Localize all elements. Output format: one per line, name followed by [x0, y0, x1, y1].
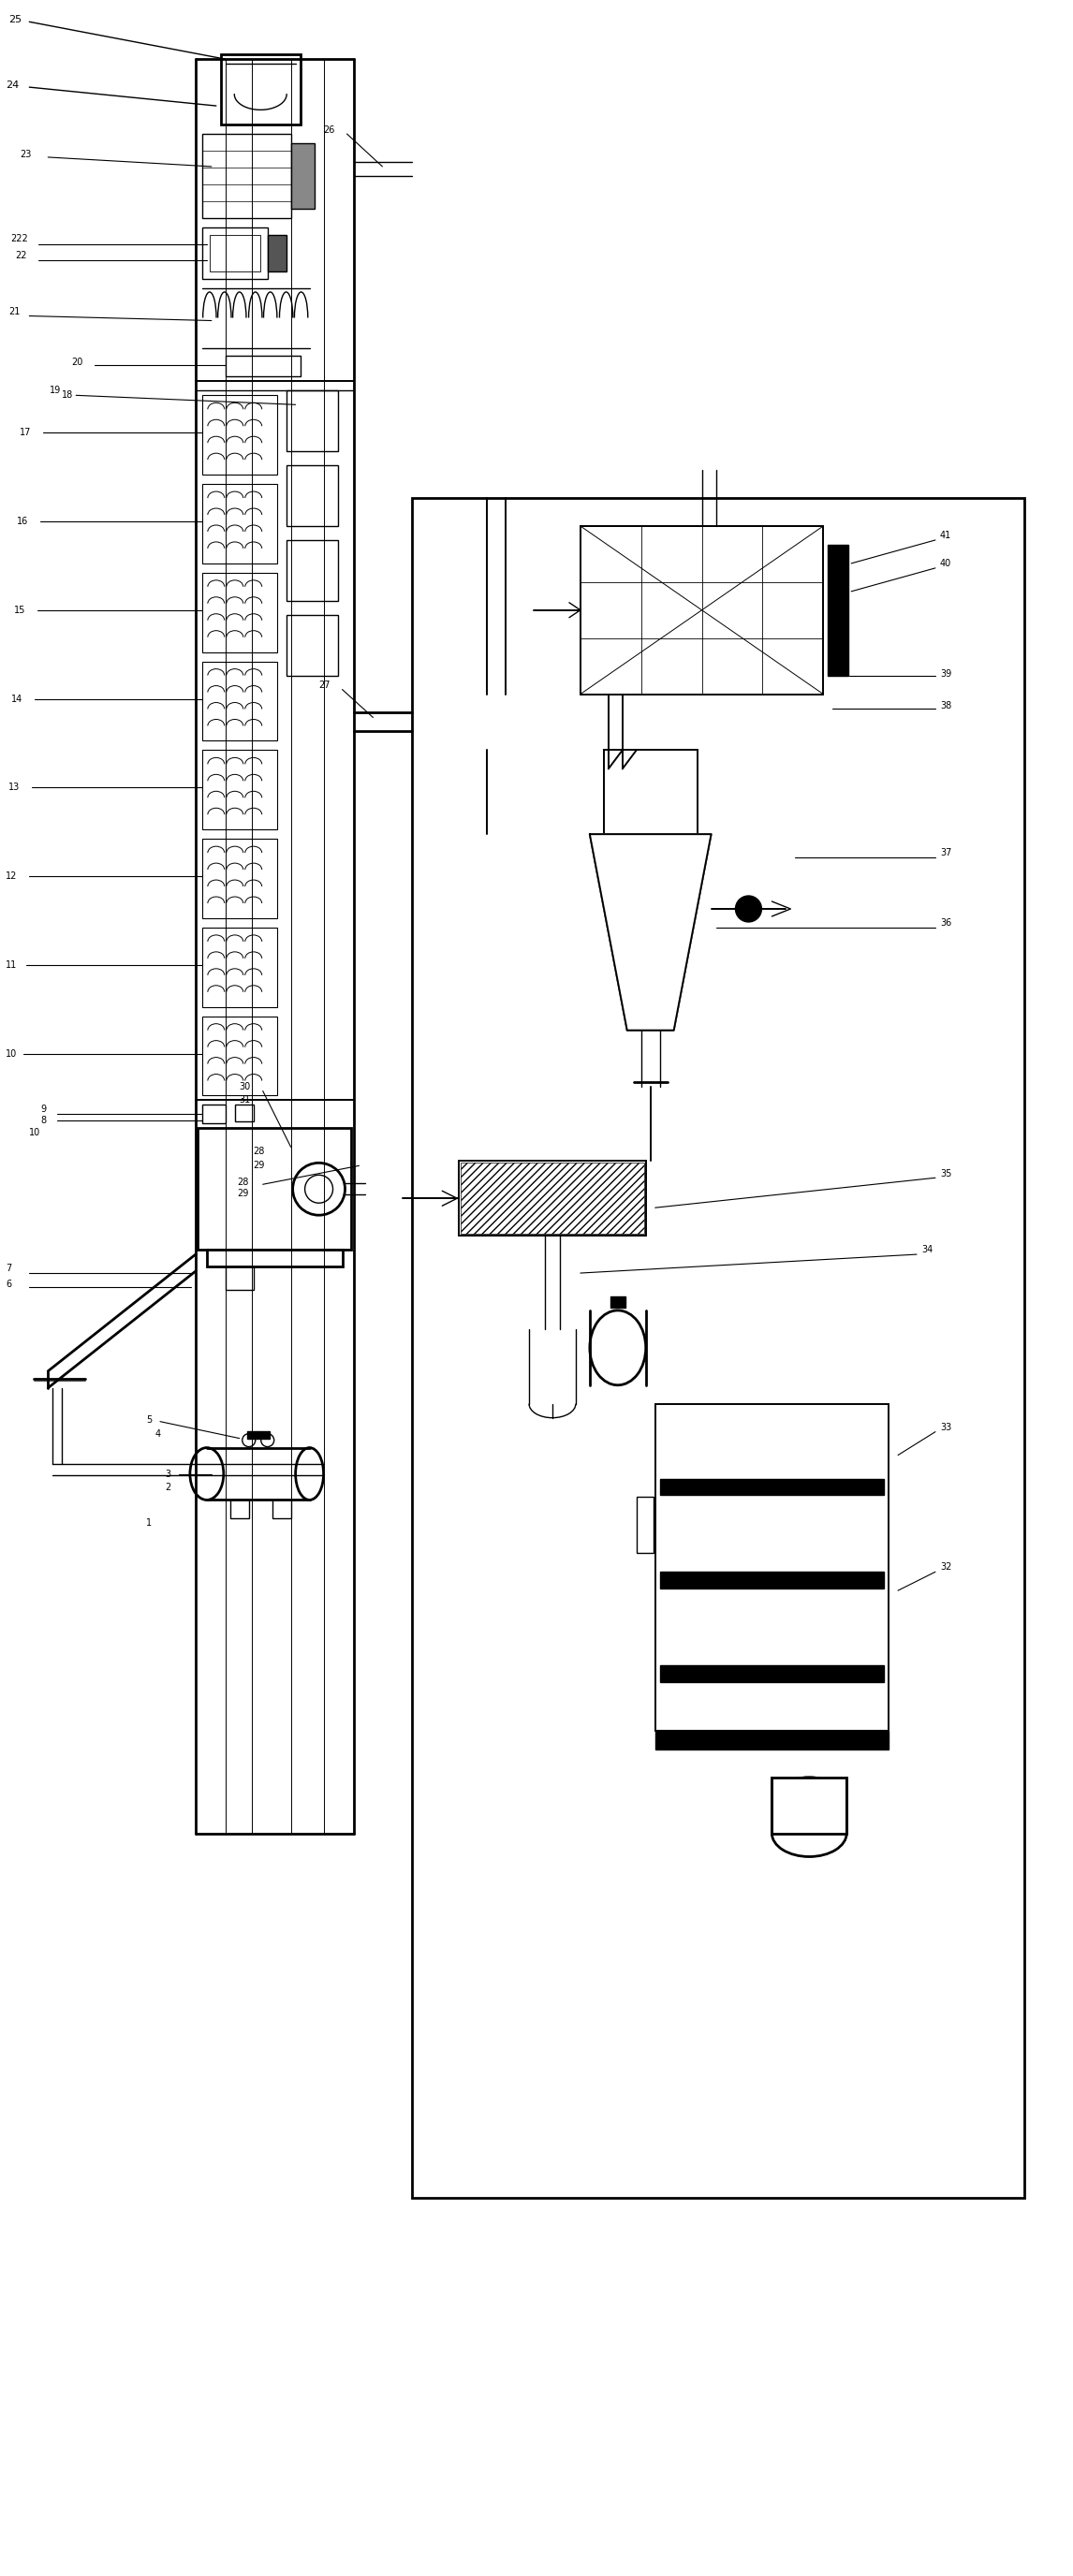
- Bar: [202, 134, 291, 219]
- Text: 24: 24: [6, 80, 19, 90]
- Bar: [636, 1497, 653, 1553]
- Ellipse shape: [295, 1448, 324, 1499]
- Bar: [202, 227, 267, 278]
- Text: 11: 11: [6, 961, 17, 969]
- Text: 33: 33: [940, 1422, 952, 1432]
- Bar: [660, 1571, 884, 1589]
- Bar: [286, 392, 338, 451]
- Text: 29: 29: [237, 1190, 248, 1198]
- Bar: [291, 144, 314, 209]
- Bar: [247, 1430, 269, 1437]
- Text: 14: 14: [12, 693, 23, 703]
- Bar: [202, 484, 277, 564]
- Text: 35: 35: [940, 1170, 952, 1180]
- Text: 32: 32: [940, 1564, 952, 1571]
- Text: 15: 15: [14, 605, 26, 616]
- Bar: [267, 234, 286, 270]
- Text: 4: 4: [156, 1430, 161, 1437]
- Text: 5: 5: [146, 1414, 152, 1425]
- Bar: [286, 541, 338, 600]
- Text: 30: 30: [239, 1082, 251, 1092]
- Text: 2: 2: [165, 1484, 171, 1492]
- Bar: [273, 1499, 291, 1520]
- Text: 9: 9: [41, 1105, 46, 1115]
- Text: 16: 16: [17, 518, 29, 526]
- Text: 36: 36: [940, 917, 952, 927]
- Bar: [286, 466, 338, 526]
- Text: 222: 222: [11, 234, 28, 242]
- Bar: [459, 1162, 646, 1236]
- Text: 3: 3: [165, 1468, 171, 1479]
- Text: 27: 27: [319, 680, 330, 690]
- Bar: [202, 927, 277, 1007]
- Circle shape: [293, 1162, 346, 1216]
- Text: 25: 25: [9, 15, 23, 26]
- Bar: [202, 1018, 277, 1095]
- Text: 28: 28: [253, 1146, 265, 1157]
- Bar: [202, 572, 277, 652]
- Bar: [656, 1404, 888, 1731]
- Text: 28: 28: [237, 1177, 248, 1188]
- Text: 13: 13: [9, 783, 20, 793]
- Bar: [828, 544, 849, 675]
- Text: 26: 26: [324, 126, 335, 134]
- Text: 8: 8: [41, 1115, 46, 1126]
- Ellipse shape: [190, 1448, 223, 1499]
- Bar: [660, 1479, 884, 1494]
- Text: 40: 40: [940, 559, 952, 569]
- Text: 6: 6: [6, 1280, 12, 1288]
- Bar: [221, 54, 300, 124]
- Text: 12: 12: [6, 871, 17, 881]
- Text: 39: 39: [940, 670, 952, 677]
- Bar: [197, 1128, 352, 1249]
- Bar: [604, 750, 697, 835]
- Bar: [202, 750, 277, 829]
- Polygon shape: [590, 835, 711, 1030]
- Text: 7: 7: [6, 1265, 12, 1273]
- Bar: [202, 840, 277, 917]
- Bar: [580, 526, 823, 693]
- Text: 31: 31: [239, 1095, 251, 1105]
- Text: 23: 23: [20, 149, 31, 160]
- Bar: [656, 1731, 888, 1749]
- Bar: [460, 1162, 644, 1234]
- Bar: [235, 1105, 253, 1121]
- Bar: [286, 616, 338, 675]
- Bar: [225, 1267, 253, 1291]
- Text: 17: 17: [20, 428, 31, 438]
- Bar: [202, 662, 277, 742]
- Text: 37: 37: [940, 848, 952, 858]
- Text: 38: 38: [940, 701, 952, 711]
- Text: 29: 29: [253, 1162, 265, 1170]
- Circle shape: [735, 896, 762, 922]
- Text: 18: 18: [62, 392, 73, 399]
- Text: 41: 41: [940, 531, 952, 541]
- Text: 10: 10: [29, 1128, 41, 1139]
- Bar: [412, 497, 1024, 2197]
- Text: 21: 21: [9, 307, 20, 317]
- Text: 10: 10: [6, 1048, 17, 1059]
- Text: 1: 1: [146, 1520, 151, 1528]
- Bar: [202, 1105, 225, 1123]
- Bar: [230, 1499, 249, 1520]
- Bar: [207, 1249, 342, 1267]
- Bar: [202, 394, 277, 474]
- Bar: [611, 1296, 626, 1309]
- Ellipse shape: [590, 1311, 646, 1386]
- Text: 20: 20: [71, 358, 83, 368]
- Bar: [225, 355, 300, 376]
- Text: 19: 19: [49, 386, 61, 394]
- Bar: [660, 1664, 884, 1682]
- Ellipse shape: [771, 1777, 847, 1834]
- Text: 22: 22: [15, 250, 27, 260]
- Text: 34: 34: [922, 1244, 932, 1255]
- Bar: [209, 234, 260, 270]
- Bar: [771, 1777, 847, 1834]
